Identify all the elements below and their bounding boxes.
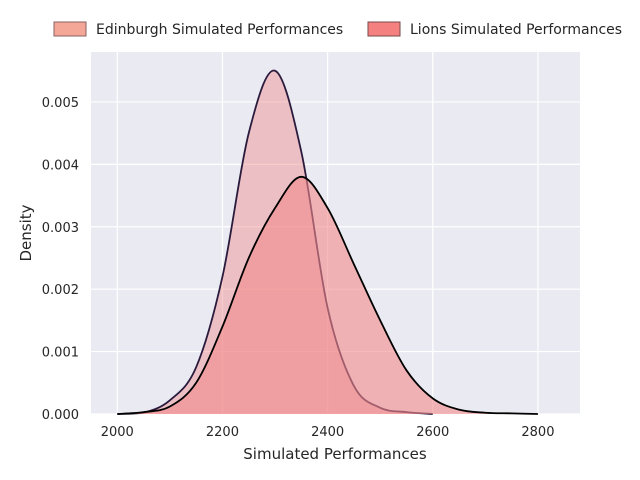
y-tick-label: 0.005 [42,96,79,111]
x-axis-label: Simulated Performances [243,445,427,463]
density-area-1 [117,176,538,414]
x-axis-ticks: 2000 2200 2400 2600 2800 [101,425,555,440]
legend-swatch-edinburgh [53,21,87,37]
y-tick-label: 0.002 [42,283,79,298]
x-tick-label: 2200 [206,425,239,440]
legend-label-edinburgh: Edinburgh Simulated Performances [96,22,343,38]
y-axis-ticks: 0.000 0.001 0.002 0.003 0.004 0.005 [42,96,79,423]
y-tick-label: 0.001 [42,346,79,361]
legend: Edinburgh Simulated Performances Lions S… [53,21,622,38]
x-tick-label: 2800 [521,425,554,440]
density-areas [117,69,538,415]
x-tick-label: 2400 [311,425,344,440]
legend-label-lions: Lions Simulated Performances [410,22,622,38]
y-tick-label: 0.004 [42,158,79,173]
y-tick-label: 0.003 [42,221,79,236]
x-tick-label: 2000 [101,425,134,440]
x-tick-label: 2600 [416,425,449,440]
density-line-1 [117,175,538,415]
legend-swatch-lions [367,21,401,37]
y-tick-label: 0.000 [42,408,79,423]
y-axis-label: Density [17,204,35,261]
